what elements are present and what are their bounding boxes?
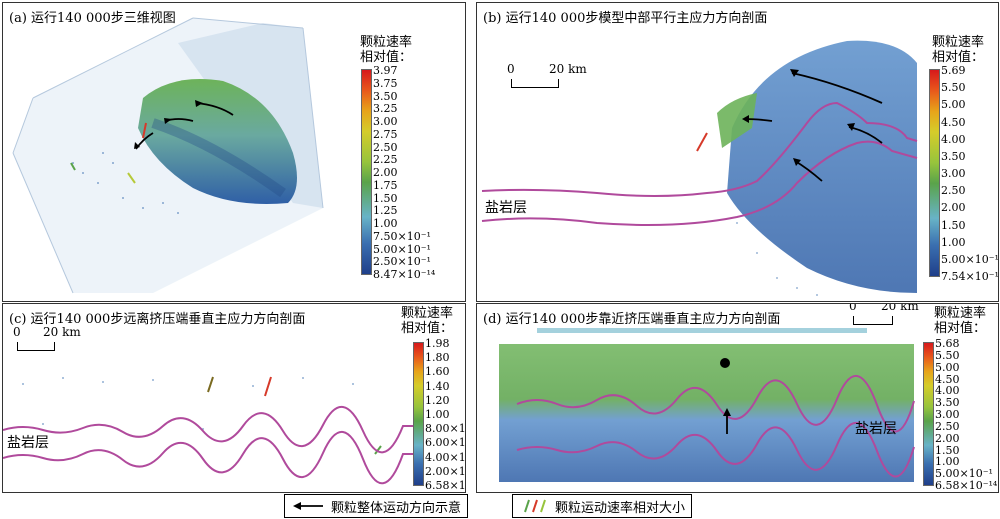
panel-d-colorbar	[923, 342, 934, 486]
colorbar-tick-label: 4.50	[941, 115, 966, 129]
panel-a-colorbar-title: 颗粒速率 相对值：	[359, 35, 412, 65]
colorbar-tick-label: 1.60	[425, 365, 450, 379]
colorbar-tick-label: 2.00	[935, 431, 960, 445]
particle-body	[727, 40, 917, 293]
panel-b-scale-bar: 0 20 km	[507, 62, 587, 88]
colorbar-tick-label: 1.25	[373, 204, 398, 218]
legend-direction-label: 颗粒整体运动方向示意	[331, 500, 462, 516]
colorbar-tick-label: 5.00×10⁻¹	[941, 252, 999, 266]
salt-line-upper	[3, 405, 413, 454]
panel-b-section	[481, 40, 918, 296]
panel-a-3d-view	[12, 17, 324, 294]
colorbar-tick-label: 8.00×10⁻¹	[425, 422, 466, 436]
colorbar-tick-label: 7.54×10⁻¹⁴	[941, 270, 999, 283]
colorbar-tick-label: 1.98	[425, 337, 450, 350]
colorbar-tick-label: 1.50	[373, 191, 398, 205]
colorbar-tick-label: 4.00	[935, 384, 960, 398]
colorbar-tick-label: 1.75	[373, 178, 398, 192]
panel-c-scale-bar: 0 20 km	[13, 325, 93, 351]
colorbar-tick-label: 3.00	[373, 115, 398, 128]
panel-d-section	[499, 328, 915, 482]
colorbar-tick-label: 3.00	[935, 408, 960, 421]
colorbar-tick-label: 4.00	[941, 132, 966, 146]
panel-b-colorbar-ticks: 5.69 5.50 5.00 4.50 4.00 3.50 3.00 2.50 2.00 1.50…	[941, 64, 999, 283]
legend-velocity-label: 颗粒运动速率相对大小	[555, 500, 686, 516]
colorbar-tick-label: 6.58×10⁻¹⁴	[425, 479, 466, 492]
arrow-icon	[293, 502, 323, 510]
particle-body	[499, 344, 914, 482]
panel-b: (b) 运行140 000步模型中部平行主应力方向剖面 0 20 km 盐岩层 …	[476, 2, 999, 302]
colorbar-tick-label: 1.40	[425, 379, 450, 393]
salt-line-upper	[516, 375, 915, 433]
colorbar-tick-label: 1.00	[373, 217, 398, 230]
colorbar-tick-label: 6.58×10⁻¹⁴	[935, 479, 998, 492]
panel-a-title: (a) 运行140 000步三维视图	[9, 11, 176, 26]
panel-c-colorbar-ticks: 1.981.801.601.401.201.008.00×10⁻¹6.00×10…	[425, 337, 466, 492]
panel-c-colorbar	[413, 342, 424, 486]
legend-direction: 颗粒整体运动方向示意	[284, 494, 469, 518]
panel-b-salt-label: 盐岩层	[485, 200, 527, 216]
panel-b-colorbar	[929, 69, 940, 277]
colorbar-tick-label: 8.47×10⁻¹⁴	[373, 268, 436, 281]
salt-line-lower	[481, 140, 918, 226]
colorbar-tick-label: 6.00×10⁻¹	[425, 436, 466, 450]
colorbar-tick-label: 2.50×10⁻¹	[373, 255, 431, 269]
legend-velocity: 颗粒运动速率相对大小	[512, 494, 693, 518]
colorbar-tick-label: 1.00	[935, 455, 960, 469]
colorbar-tick-label: 3.97	[373, 64, 398, 77]
panel-c-salt-label: 盐岩层	[7, 435, 49, 451]
panel-c: (c) 运行140 000步远离挤压端垂直主应力方向剖面 0 20 km 盐岩层…	[2, 303, 466, 493]
colorbar-tick-label: 2.50	[935, 419, 960, 433]
colorbar-tick-label: 2.50	[373, 140, 398, 154]
colorbar-tick-label: 5.00	[941, 98, 966, 112]
colorbar-tick-label: 4.00×10⁻¹	[425, 450, 466, 464]
panel-d-colorbar-ticks: 5.68 5.50 5.00 4.50 4.00 3.50 3.00 2.50 2.00 1.50…	[935, 337, 998, 492]
salt-line-upper	[481, 101, 918, 197]
panel-a-colorbar	[361, 69, 372, 275]
colorbar-tick-label: 1.20	[425, 393, 450, 407]
colorbar-tick-label: 5.50	[935, 348, 960, 362]
colorbar-tick-label: 4.50	[935, 372, 960, 386]
panel-b-colorbar-title: 颗粒速率 相对值：	[931, 35, 984, 65]
colorbar-tick-label: 5.00	[935, 360, 960, 374]
colorbar-tick-label: 2.50	[941, 184, 966, 198]
colorbar-tick-label: 1.50	[941, 218, 966, 232]
colorbar-tick-label: 5.69	[941, 64, 966, 77]
colorbar-tick-label: 3.50	[373, 89, 398, 103]
panel-d-salt-label: 盐岩层	[855, 421, 897, 437]
panel-d-colorbar-title: 颗粒速率 相对值：	[933, 306, 986, 336]
panel-d-title: (d) 运行140 000步靠近挤压端垂直主应力方向剖面	[483, 312, 781, 327]
colorbar-tick-label: 1.00	[941, 235, 966, 249]
colorbar-tick-label: 2.00×10⁻¹	[425, 464, 466, 478]
panel-b-title: (b) 运行140 000步模型中部平行主应力方向剖面	[483, 11, 768, 26]
colorbar-tick-label: 2.00	[941, 201, 966, 215]
panel-d: (d) 运行140 000步靠近挤压端垂直主应力方向剖面 0 20 km 盐岩层…	[476, 303, 999, 493]
colorbar-tick-label: 1.00	[425, 408, 450, 421]
panel-a-colorbar-ticks: 3.97 3.75 3.50 3.25 3.00 2.75 2.50 2.25 2.00 1.75…	[373, 64, 463, 281]
panel-c-title: (c) 运行140 000步远离挤压端垂直主应力方向剖面	[9, 312, 306, 327]
colorbar-tick-label: 5.00×10⁻¹	[373, 242, 431, 256]
colorbar-tick-label: 7.50×10⁻¹	[373, 229, 431, 243]
colorbar-tick-label: 2.25	[373, 153, 398, 167]
colorbar-tick-label: 2.75	[373, 127, 398, 141]
particle-body	[138, 79, 297, 204]
velocity-arrows-icon	[524, 499, 546, 513]
colorbar-tick-label: 5.68	[935, 337, 960, 350]
colorbar-tick-label: 1.80	[425, 351, 450, 365]
colorbar-tick-label: 3.25	[373, 102, 398, 116]
colorbar-tick-label: 2.00	[373, 166, 398, 179]
panel-a: (a) 运行140 000步三维视图 颗粒速率 相对值： 3.97 3.75 3.5…	[2, 2, 466, 302]
colorbar-tick-label: 3.50	[935, 396, 960, 410]
salt-line-lower	[516, 422, 915, 478]
panel-d-scale-bar: 0 20 km	[849, 304, 929, 325]
colorbar-tick-label: 5.00×10⁻¹	[935, 467, 993, 481]
salt-line-lower	[3, 431, 413, 485]
colorbar-tick-label: 5.50	[941, 81, 966, 95]
panel-c-section	[3, 376, 413, 485]
colorbar-tick-label: 3.00	[941, 167, 966, 180]
colorbar-tick-label: 3.50	[941, 149, 966, 163]
colorbar-tick-label: 3.75	[373, 76, 398, 90]
colorbar-tick-label: 1.50	[935, 443, 960, 457]
panel-c-colorbar-title: 颗粒速率 相对值：	[400, 306, 453, 336]
